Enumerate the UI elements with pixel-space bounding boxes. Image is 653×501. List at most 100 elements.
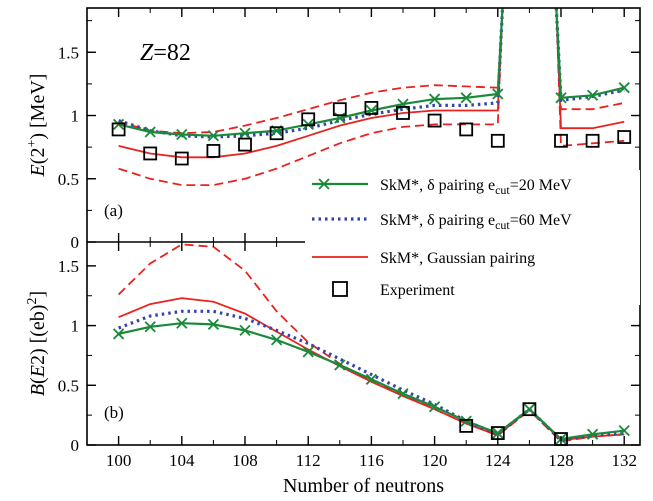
x-tick-label: 128 (548, 451, 574, 470)
y-axis-title-part: ) [MeV] (27, 74, 49, 140)
series-a-square-marker (554, 133, 568, 148)
series-a-square-marker (490, 133, 505, 148)
x-tick-label: 108 (232, 451, 258, 470)
series-b-green-cross-marker (302, 346, 314, 358)
y-tick-label: 1 (71, 107, 80, 126)
series-a-green-cross-marker (460, 92, 472, 104)
legend-swatch (332, 281, 348, 297)
y-axis-title-part: ( (27, 377, 49, 384)
series-a-square-marker (206, 144, 221, 158)
series-a-square-marker (396, 106, 410, 120)
y-axis-title-part: E (27, 365, 49, 378)
series-a-green-cross-marker (618, 82, 630, 94)
series-b-green-cross-marker (492, 427, 504, 439)
legend-label-sub: cut (495, 183, 510, 197)
y-tick-label: 1.5 (58, 257, 79, 276)
series-b-blue-dotted-line (118, 309, 625, 442)
series-a-blue-dotted-line (554, 8, 625, 103)
legend-label-part: SkM*, Gaussian pairing (380, 250, 535, 267)
x-tick-label: 104 (169, 451, 195, 470)
series-a-green-cross-marker (144, 126, 156, 138)
series-b-green-cross-marker (586, 428, 599, 440)
legend-label: Experiment (380, 282, 455, 299)
legend-label-sub: cut (495, 218, 510, 232)
series-a-green-cross-marker (112, 118, 125, 131)
y-axis-title-part: (2 (27, 148, 49, 165)
panel-label: (a) (104, 201, 123, 220)
legend-box (305, 170, 640, 305)
panel-label: (b) (104, 403, 124, 422)
y-tick-label: 0.5 (58, 376, 79, 395)
legend-item: Experiment (332, 281, 455, 299)
x-axis-title: Number of neutrons (283, 475, 444, 497)
series-a-square-marker (143, 146, 158, 161)
plot-area-b (112, 243, 630, 445)
series-a-square-marker (238, 137, 252, 152)
series-a-green-cross-marker (207, 130, 220, 142)
series-a-red-dashed-line (118, 8, 504, 135)
series-a-square-marker (174, 151, 189, 166)
series-a-red-dashed-line (555, 8, 625, 147)
x-tick-label: 124 (485, 451, 511, 470)
legend-label-part: Experiment (380, 282, 455, 299)
series-b-green-cross-marker (618, 425, 630, 437)
series-b-green-cross-marker (334, 359, 346, 371)
series-a-square-marker (364, 101, 379, 115)
panel-annotation: Z=82 (140, 40, 191, 66)
series-b-green-cross-marker (176, 317, 188, 329)
y-tick-label: 1 (71, 317, 80, 336)
y-tick-label: 0 (71, 436, 80, 455)
series-b-green-cross-marker (207, 318, 220, 331)
series-a-green-cross-marker (176, 128, 188, 141)
series-b-square-marker (459, 418, 474, 433)
annotation-symbol: Z (140, 40, 154, 66)
series-b-green-cross-marker (112, 328, 125, 340)
series-a-square-marker (269, 126, 284, 141)
series-a-green-cross-line (555, 8, 625, 99)
y-axis-title-part: 2) [(eb) (27, 305, 49, 366)
legend-label-part: =60 MeV (510, 212, 572, 229)
y-tick-label: 0 (71, 233, 80, 252)
legend-item: SkM*, δ pairing ecut=60 MeV (312, 212, 572, 232)
series-b-green-cross-marker (428, 401, 441, 413)
y-axis-title-part: ] (27, 291, 49, 298)
series-a-square-marker (617, 130, 632, 144)
series-b-green-cross-marker (144, 321, 156, 333)
series-a-square-marker (111, 122, 126, 137)
series-a-green-cross-marker (492, 88, 504, 100)
series-a-square-marker (585, 133, 600, 148)
x-tick-label: 120 (422, 451, 448, 470)
y-axis-title-sup: + (25, 140, 40, 148)
series-a-square-marker (459, 122, 474, 137)
series-b-red-solid-line (118, 297, 625, 442)
x-tick-label: 132 (611, 451, 637, 470)
series-a-green-cross-marker (555, 92, 567, 104)
x-tick-label: 116 (359, 451, 384, 470)
legend-label: SkM*, Gaussian pairing (380, 250, 535, 267)
legend-swatch-marker (318, 178, 330, 190)
series-b-green-cross-marker (270, 334, 283, 346)
x-tick-label: 100 (106, 451, 132, 470)
series-b-green-cross-marker (397, 388, 409, 400)
series-b-green-cross-marker (239, 324, 251, 337)
series-b-green-cross-marker (460, 415, 472, 427)
series-a-blue-dotted-line (118, 8, 505, 139)
legend-label-part: SkM*, δ pairing e (380, 177, 495, 194)
series-a-green-cross-marker (428, 93, 441, 105)
plot-area-a (112, 8, 630, 187)
series-b-green-cross-marker (365, 373, 378, 385)
series-b-green-cross-marker (523, 403, 536, 415)
y-axis-title: E(2+) [MeV] (25, 74, 49, 178)
series-a-red-solid-line (555, 8, 625, 130)
series-a-square-marker (332, 102, 347, 117)
y-tick-label: 1.5 (58, 43, 79, 62)
y-axis-title: B(E2) [(eb)2] (25, 291, 49, 396)
series-a-square-marker (301, 112, 316, 127)
legend-item: SkM*, δ pairing ecut=20 MeV (312, 177, 572, 197)
series-a-green-cross-marker (239, 127, 251, 139)
y-axis-title-sup: 2 (25, 298, 40, 305)
series-a-green-cross-marker (586, 89, 599, 101)
x-tick-label: 112 (296, 451, 321, 470)
series-a-green-cross-line (118, 8, 504, 137)
